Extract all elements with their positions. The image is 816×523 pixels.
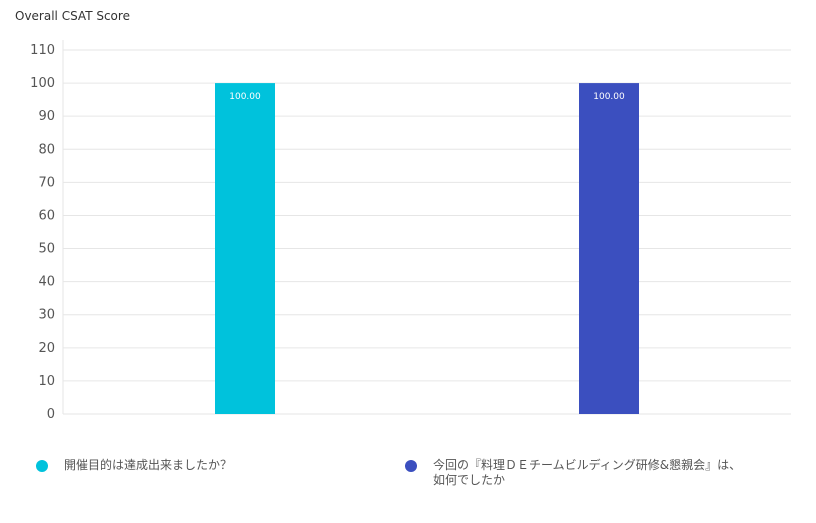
y-tick-label: 100 [30, 76, 55, 91]
bar-value-label-2: 100.00 [593, 92, 625, 102]
y-tick-label: 90 [38, 109, 55, 124]
legend-marker-1 [36, 460, 48, 472]
bar-1[interactable] [215, 83, 275, 414]
bar-2[interactable] [579, 83, 639, 414]
y-tick-label: 80 [38, 142, 55, 157]
y-tick-label: 110 [30, 43, 55, 58]
legend-item-2[interactable]: 今回の『料理ＤＥチームビルディング研修&懇親会』は、如何でしたか [405, 458, 753, 488]
chart-legend: 開催目的は達成出来ましたか？ 今回の『料理ＤＥチームビルディング研修&懇親会』は… [0, 458, 816, 518]
y-tick-label: 40 [38, 275, 55, 290]
y-tick-label: 20 [38, 341, 55, 356]
y-tick-label: 70 [38, 175, 55, 190]
chart-title: Overall CSAT Score [15, 9, 130, 23]
y-tick-label: 0 [47, 407, 55, 422]
chart-plot-area: 0 10 20 30 40 50 60 70 80 90 100 110 100.00 100.00 [30, 40, 791, 422]
y-tick-label: 30 [38, 308, 55, 323]
legend-item-1[interactable]: 開催目的は達成出来ましたか？ [36, 458, 232, 473]
bar-value-label-1: 100.00 [229, 92, 261, 102]
legend-label-1: 開催目的は達成出来ましたか？ [64, 458, 233, 472]
legend-marker-2 [405, 460, 417, 472]
legend-label-2: 今回の『料理ＤＥチームビルディング研修&懇親会』は、如何でしたか [433, 458, 742, 487]
y-tick-label: 50 [38, 242, 55, 257]
y-tick-label: 60 [38, 208, 55, 223]
y-tick-label: 10 [38, 374, 55, 389]
